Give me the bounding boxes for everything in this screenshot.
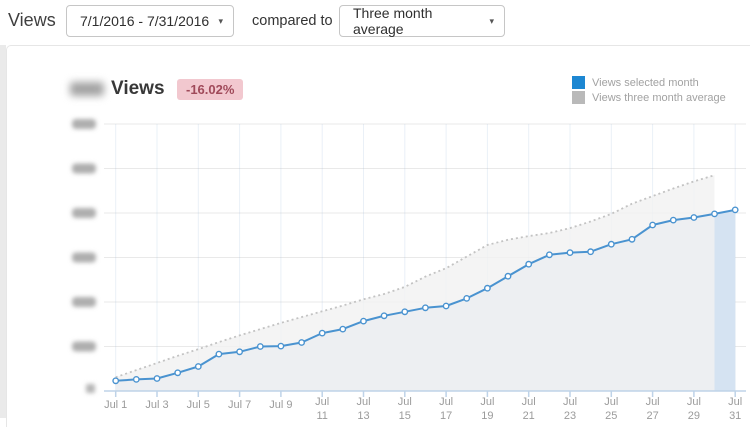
- legend-item-three-month-average[interactable]: Views three month average: [572, 90, 726, 105]
- toolbar: Views 7/1/2016 - 7/31/2016 ▾ compared to…: [0, 0, 750, 42]
- legend-label: Views three month average: [592, 91, 726, 104]
- legend-swatch-gray: [572, 91, 585, 104]
- card-title: Views: [111, 78, 165, 99]
- redacted-total-value: [70, 82, 104, 96]
- legend-item-selected-month[interactable]: Views selected month: [572, 75, 726, 90]
- comparison-value: Three month average: [353, 5, 433, 37]
- chevron-down-icon: ▾: [489, 15, 494, 26]
- legend-label: Views selected month: [592, 76, 699, 89]
- date-range-value: 7/1/2016 - 7/31/2016: [80, 13, 210, 29]
- date-range-dropdown[interactable]: 7/1/2016 - 7/31/2016 ▾: [66, 5, 234, 37]
- delta-badge: -16.02%: [177, 79, 244, 100]
- legend-swatch-blue: [572, 76, 585, 89]
- compared-to-label: compared to: [252, 13, 333, 29]
- comparison-dropdown[interactable]: Three month average ▾: [339, 5, 505, 37]
- chart-legend: Views selected month Views three month a…: [572, 75, 726, 105]
- chart-plot-area[interactable]: [104, 115, 746, 392]
- chevron-down-icon: ▾: [218, 15, 223, 26]
- page-gutter: [0, 45, 6, 418]
- metric-label: Views: [8, 10, 56, 30]
